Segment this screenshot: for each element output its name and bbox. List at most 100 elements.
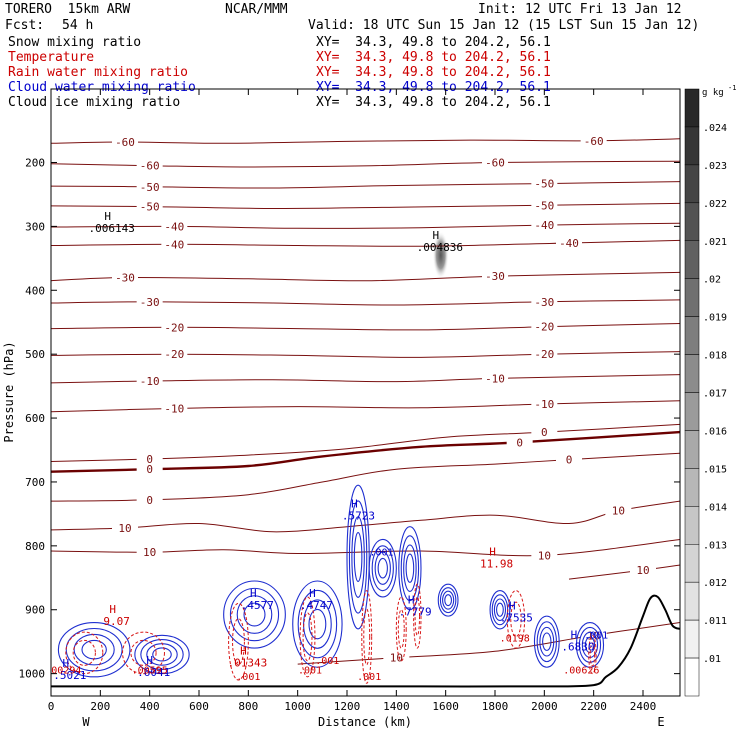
cloud-water-contour: [533, 615, 560, 668]
temperature-label-bg: [383, 651, 410, 664]
colorbar-tick-label: .011: [703, 616, 727, 627]
contour-value-label: .00294: [45, 666, 81, 677]
cloud-water-contour: [578, 626, 602, 663]
x-tick-label: 2200: [580, 700, 607, 713]
colorbar-swatch: [684, 354, 700, 393]
cloud-water-contour: [374, 551, 391, 585]
temperature-label-bg: [482, 270, 508, 283]
temperature-label: -20: [534, 348, 554, 361]
cloud-water-contour: [152, 647, 172, 662]
cloud-water-contour: [371, 545, 394, 592]
field-name-rain: Rain water mixing ratio: [8, 65, 189, 80]
max-value-label: .4577: [241, 599, 274, 612]
temperature-label-bg: [161, 348, 188, 361]
temperature-label: 10: [390, 652, 403, 665]
colorbar-swatch: [684, 164, 700, 204]
temperature-contour: [51, 323, 680, 331]
field-xy-cloud-ice: XY= 34.3, 49.8 to 204.2, 56.1: [316, 95, 551, 110]
temperature-contour: [297, 622, 680, 665]
temperature-label-bg: [531, 348, 558, 361]
temperature-label-bg: [556, 453, 582, 466]
max-marker: H: [146, 654, 153, 667]
field-xy-snow: XY= 34.3, 49.8 to 204.2, 56.1: [316, 35, 551, 50]
temperature-contour: [51, 400, 680, 413]
cloud-water-contour: [377, 557, 388, 579]
temperature-label-bg: [136, 374, 163, 387]
max-value-label: 9.07: [103, 615, 130, 628]
rain-contour: [302, 612, 313, 662]
temperature-label: -50: [534, 199, 554, 212]
y-tick-label: 400: [25, 284, 45, 297]
cloud-water-contour: [346, 484, 370, 630]
temperature-label: -60: [115, 136, 135, 149]
x-tick-label: 800: [238, 700, 258, 713]
y-tick-label: 600: [25, 412, 45, 425]
temperature-label-bg: [482, 372, 508, 385]
x-tick-label: 200: [90, 700, 110, 713]
max-value-label: .6041: [137, 666, 170, 679]
colorbar-swatch: [684, 126, 700, 166]
temperature-label: -60: [140, 160, 160, 173]
max-marker: H: [309, 587, 316, 600]
temperature-label-bg: [136, 180, 163, 193]
cloud-water-contour: [496, 602, 504, 617]
temperature-label: 0: [541, 426, 548, 439]
field-xy-temperature: XY= 34.3, 49.8 to 204.2, 56.1: [316, 50, 551, 65]
colorbar-swatch: [684, 240, 700, 279]
temperature-label-bg: [531, 295, 558, 308]
temperature-label: 10: [538, 549, 551, 562]
temperature-contour: [51, 222, 680, 229]
contour-value-label: .001: [298, 666, 322, 677]
cloud-water-contour: [400, 535, 420, 602]
temperature-label-bg: [506, 436, 533, 449]
x-tick-label: 600: [189, 700, 209, 713]
colorbar-swatch: [684, 88, 700, 128]
temperature-label: -10: [140, 375, 160, 388]
max-marker: H: [109, 603, 116, 616]
cloud-water-contour: [437, 583, 459, 617]
temperature-label: -60: [485, 156, 505, 169]
temperature-label-bg: [605, 504, 632, 517]
contour-value-label: .001: [315, 656, 339, 667]
temperature-label-bg: [112, 136, 138, 149]
rain-contour: [413, 583, 422, 649]
rain-contour: [361, 590, 373, 684]
temperature-label: 0: [146, 494, 153, 507]
max-marker: H: [408, 593, 415, 606]
model-title: TORERO 15km ARW: [5, 2, 131, 17]
cloud-water-contour: [73, 633, 115, 666]
cloud-water-contour: [536, 621, 557, 663]
temperature-label-bg: [161, 402, 188, 415]
temperature-label-bg: [556, 236, 582, 249]
rain-contour: [588, 634, 597, 675]
x-tick-label: 1000: [284, 700, 311, 713]
colorbar-tick-label: .015: [703, 464, 727, 475]
colorbar-swatch: [684, 316, 700, 355]
colorbar-tick-label: .019: [703, 313, 727, 324]
temperature-label: 0: [516, 436, 523, 449]
field-name-snow: Snow mixing ratio: [8, 35, 142, 50]
field-xy-cloud-water: XY= 34.3, 49.8 to 204.2, 56.1: [316, 80, 551, 95]
forecast-hour: 54 h: [62, 18, 94, 33]
temperature-label-bg: [531, 398, 558, 411]
rain-contour: [65, 631, 104, 675]
contour-value-label: .00595: [132, 666, 168, 677]
temperature-label-bg: [136, 159, 163, 172]
max-marker: H: [240, 644, 247, 657]
max-value-label: 11.98: [480, 557, 513, 570]
temperature-label-bg: [136, 493, 163, 506]
temperature-label-bg: [136, 200, 163, 213]
temperature-label: -30: [140, 296, 160, 309]
cloud-water-contour: [223, 580, 286, 649]
cloud-water-contour: [489, 590, 511, 630]
max-value-label: .006143: [89, 222, 135, 235]
temperature-label: -50: [140, 201, 160, 214]
temperature-label: -20: [164, 348, 184, 361]
forecast-label: Fcst:: [5, 18, 45, 33]
y-tick-label: 800: [25, 540, 45, 553]
colorbar-tick-label: .024: [703, 123, 727, 134]
temperature-label: 10: [118, 522, 131, 535]
colorbar-swatch: [684, 506, 700, 545]
contour-value-label: .001: [357, 672, 381, 683]
